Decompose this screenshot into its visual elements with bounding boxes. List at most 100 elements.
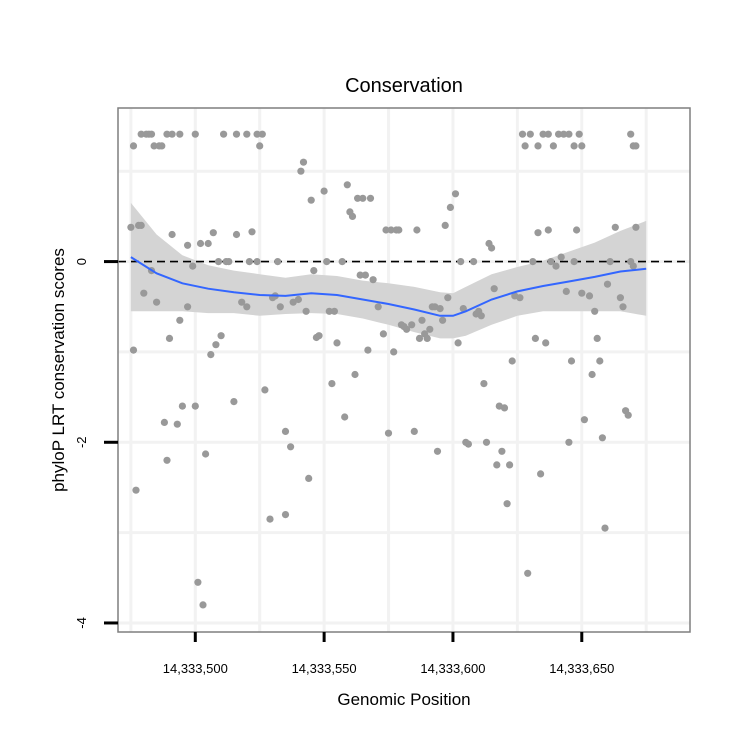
- data-point: [627, 130, 635, 138]
- smooth-line: [130, 256, 647, 317]
- x-axis-label: Genomic Position: [337, 690, 470, 709]
- data-point: [189, 262, 197, 270]
- data-point: [374, 303, 382, 311]
- data-point: [580, 416, 589, 424]
- data-point: [305, 474, 313, 482]
- data-point: [423, 334, 431, 342]
- data-point: [506, 461, 514, 469]
- data-point: [408, 321, 416, 329]
- data-point: [433, 447, 442, 455]
- y-tick-label: -2: [74, 436, 89, 448]
- data-point: [261, 386, 269, 394]
- data-point: [132, 486, 140, 494]
- data-point: [191, 402, 199, 410]
- data-point: [575, 130, 583, 138]
- data-point: [184, 303, 192, 311]
- data-point: [276, 303, 284, 311]
- data-point: [524, 569, 532, 577]
- data-point: [464, 440, 472, 448]
- data-point: [480, 380, 488, 388]
- data-point: [629, 262, 637, 270]
- data-point: [542, 339, 550, 347]
- data-point: [547, 258, 555, 266]
- data-point: [356, 271, 364, 279]
- x-tick-label: 14,333,550: [292, 661, 357, 676]
- data-point: [500, 404, 509, 412]
- data-point: [176, 316, 184, 324]
- data-point: [243, 303, 251, 311]
- data-point: [611, 223, 619, 231]
- data-point: [606, 258, 614, 266]
- data-point: [603, 280, 612, 288]
- data-point: [366, 194, 375, 202]
- data-point: [230, 398, 238, 406]
- data-point: [248, 228, 256, 236]
- data-point: [348, 212, 357, 220]
- data-point: [176, 130, 184, 138]
- data-point: [619, 303, 627, 311]
- data-point: [212, 341, 220, 349]
- data-point: [585, 292, 594, 300]
- data-point: [323, 258, 331, 266]
- data-point: [588, 370, 596, 379]
- data-point: [214, 258, 223, 266]
- data-point: [245, 258, 253, 266]
- data-point: [220, 130, 228, 138]
- data-point: [168, 230, 176, 239]
- data-point: [415, 334, 424, 342]
- data-point: [518, 130, 527, 138]
- data-point: [570, 258, 578, 266]
- data-point: [632, 223, 640, 231]
- data-point: [436, 305, 444, 313]
- data-point: [488, 244, 496, 252]
- data-point: [354, 194, 362, 202]
- x-axis-ticks: 14,333,500 14,333,550 14,333,600 14,333,650: [163, 632, 614, 676]
- plot-frame: [117, 107, 691, 633]
- smooth-trend-line: [130, 256, 647, 317]
- data-point: [266, 515, 274, 523]
- data-point: [418, 316, 426, 324]
- data-point: [539, 130, 547, 138]
- data-point: [202, 450, 210, 458]
- data-point: [196, 239, 205, 248]
- y-axis-ticks: -4 -2 0: [74, 258, 118, 629]
- data-point: [555, 130, 563, 138]
- y-tick-label: -4: [74, 617, 89, 629]
- data-point: [395, 226, 403, 234]
- data-point: [158, 142, 166, 150]
- data-point: [369, 276, 377, 284]
- data-point: [616, 294, 625, 302]
- data-point: [454, 339, 462, 347]
- data-point: [256, 142, 264, 150]
- data-point: [199, 601, 207, 609]
- data-point: [598, 434, 607, 442]
- data-point: [477, 312, 485, 320]
- data-point: [129, 346, 138, 354]
- data-point: [444, 294, 452, 302]
- data-point: [387, 226, 395, 234]
- data-point: [341, 413, 349, 421]
- data-point: [238, 298, 246, 306]
- data-point: [243, 130, 251, 138]
- data-point: [560, 130, 568, 138]
- data-point: [403, 325, 411, 333]
- data-point: [129, 142, 138, 150]
- data-point: [330, 307, 338, 315]
- data-point: [632, 142, 640, 150]
- confidence-band-area: [130, 202, 647, 339]
- data-point: [274, 258, 282, 266]
- data-point: [544, 226, 552, 234]
- data-point: [593, 334, 601, 342]
- data-point: [552, 262, 560, 270]
- data-point: [521, 142, 529, 150]
- data-point: [173, 420, 181, 428]
- data-point: [137, 130, 145, 138]
- data-point: [163, 456, 171, 464]
- data-points: [127, 130, 640, 609]
- data-point: [562, 287, 570, 295]
- data-point: [482, 438, 491, 446]
- data-point: [178, 402, 186, 410]
- y-tick-label: 0: [74, 258, 89, 265]
- data-point: [232, 230, 241, 239]
- data-point: [140, 289, 148, 297]
